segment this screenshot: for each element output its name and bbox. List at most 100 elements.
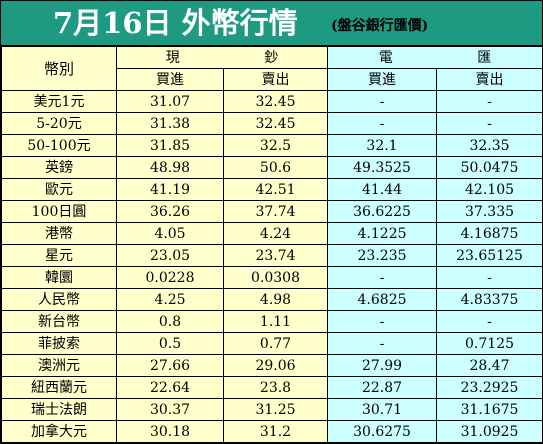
wire-buy-cell: 36.6225	[327, 200, 438, 223]
table-row: 歐元 41.19 42.51 41.44 42.105	[1, 178, 543, 201]
page-title: 7月16日 外幣行情	[53, 6, 298, 40]
table-row: 5-20元 31.38 32.45- -	[1, 112, 543, 135]
cash-buy-cell: 48.98	[116, 156, 224, 179]
cash-sell-cell: 29.06	[222, 354, 329, 377]
wire-sell-cell: 0.7125	[436, 332, 543, 355]
wire-buy-cell: 32.1	[327, 134, 438, 157]
cash-sell-cell: 23.8	[222, 376, 329, 399]
wire-buy-cell: 27.99	[327, 354, 438, 377]
cash-buy-cell: 31.07	[116, 90, 224, 113]
cash-sell-cell: 0.77	[222, 332, 329, 355]
table-row: 50-100元 31.85 32.5 32.1 32.35	[1, 134, 543, 157]
table-row: 韓圜 0.0228 0.0308- -	[1, 266, 543, 289]
cash-sell-cell: 31.25	[222, 398, 329, 421]
table-row: 美元1元 31.07 32.45- -	[1, 90, 543, 113]
table-row: 星元 23.05 23.74 23.235 23.65125	[1, 244, 543, 267]
wire-sell-cell: 42.105	[436, 178, 543, 201]
table-row: 紐西蘭元 22.64 23.8 22.87 23.2925	[1, 376, 543, 399]
wire-buy-cell: 4.1225	[327, 222, 438, 245]
currency-cell: 澳洲元	[1, 354, 117, 377]
currency-cell: 歐元	[1, 178, 117, 201]
wire-sell-cell: -	[436, 310, 543, 333]
table-header: 幣別 現 鈔 電 匯 買進 賣出 買進 賣出	[1, 46, 543, 91]
cash-buy-cell: 0.5	[116, 332, 224, 355]
column-header-wire-sell: 賣出	[436, 68, 543, 91]
cash-buy-cell: 27.66	[116, 354, 224, 377]
column-group-cash: 現 鈔	[115, 46, 329, 69]
wire-buy-cell: -	[327, 266, 438, 289]
table-row: 100日圓 36.26 37.74 36.6225 37.335	[1, 200, 543, 223]
currency-cell: 菲披索	[1, 332, 117, 355]
table-row: 人民幣 4.25 4.98 4.6825 4.83375	[1, 288, 543, 311]
cash-buy-cell: 30.18	[116, 420, 224, 443]
column-header-cash-buy: 買進	[116, 68, 224, 91]
wire-sell-cell: 31.0925	[436, 420, 543, 443]
wire-buy-cell: -	[327, 310, 438, 333]
currency-cell: 英鎊	[1, 156, 117, 179]
cash-sell-cell: 42.51	[222, 178, 329, 201]
table-row: 加拿大元 30.18 31.2 30.6275 31.0925	[1, 420, 543, 443]
table-row: 英鎊 48.98 50.6 49.3525 50.0475	[1, 156, 543, 179]
cash-buy-cell: 30.37	[116, 398, 224, 421]
cash-sell-cell: 31.2	[222, 420, 329, 443]
cash-buy-cell: 36.26	[116, 200, 224, 223]
table-body: 美元1元 31.07 32.45- -5-20元 31.38 32.45- -50-100元…	[1, 90, 543, 443]
cash-sell-cell: 32.45	[222, 112, 329, 135]
column-group-wire: 電 匯	[327, 46, 543, 69]
currency-cell: 人民幣	[1, 288, 117, 311]
wire-sell-cell: 28.47	[436, 354, 543, 377]
table-row: 菲披索 0.5 0.77-0.7125	[1, 332, 543, 355]
wire-buy-cell: -	[327, 112, 438, 135]
wire-buy-cell: 23.235	[327, 244, 438, 267]
currency-cell: 新台幣	[1, 310, 117, 333]
wire-sell-cell: 31.1675	[436, 398, 543, 421]
wire-sell-cell: -	[436, 90, 543, 113]
cash-buy-cell: 31.38	[116, 112, 224, 135]
wire-buy-cell: 22.87	[327, 376, 438, 399]
wire-sell-cell: -	[436, 112, 543, 135]
cash-buy-cell: 4.05	[116, 222, 224, 245]
wire-buy-cell: 30.71	[327, 398, 438, 421]
header-row-sub: 買進 賣出 買進 賣出	[2, 68, 543, 91]
cash-sell-cell: 23.74	[222, 244, 329, 267]
rates-table: 幣別 現 鈔 電 匯 買進 賣出 買進 賣出 美元1元 31.07 32.45- -5…	[1, 46, 543, 443]
wire-sell-cell: 4.16875	[436, 222, 543, 245]
cash-buy-cell: 4.25	[116, 288, 224, 311]
cash-buy-cell: 41.19	[116, 178, 224, 201]
wire-sell-cell: -	[436, 266, 543, 289]
rate-source: (盤谷銀行匯價)	[331, 18, 429, 34]
cash-buy-cell: 31.85	[116, 134, 224, 157]
table-row: 新台幣 0.8 1.11- -	[1, 310, 543, 333]
currency-cell: 100日圓	[1, 200, 117, 223]
cash-sell-cell: 1.11	[222, 310, 329, 333]
wire-sell-cell: 23.2925	[436, 376, 543, 399]
table-row: 港幣 4.05 4.24 4.1225 4.16875	[1, 222, 543, 245]
cash-sell-cell: 4.98	[222, 288, 329, 311]
currency-cell: 加拿大元	[1, 420, 117, 443]
cash-buy-cell: 0.0228	[116, 266, 224, 289]
currency-cell: 美元1元	[1, 90, 117, 113]
header-row-groups: 幣別 現 鈔 電 匯	[1, 46, 543, 91]
wire-sell-cell: 23.65125	[436, 244, 543, 267]
cash-sell-cell: 32.5	[222, 134, 329, 157]
column-header-currency: 幣別	[1, 46, 117, 91]
cash-buy-cell: 22.64	[116, 376, 224, 399]
wire-buy-cell: -	[327, 332, 438, 355]
cash-sell-cell: 32.45	[222, 90, 329, 113]
wire-sell-cell: 32.35	[436, 134, 543, 157]
table-row: 瑞士法朗 30.37 31.25 30.71 31.1675	[1, 398, 543, 421]
wire-buy-cell: 30.6275	[327, 420, 438, 443]
wire-sell-cell: 37.335	[436, 200, 543, 223]
wire-sell-cell: 4.83375	[436, 288, 543, 311]
cash-buy-cell: 23.05	[116, 244, 224, 267]
cash-sell-cell: 0.0308	[222, 266, 329, 289]
cash-buy-cell: 0.8	[116, 310, 224, 333]
currency-cell: 瑞士法朗	[1, 398, 117, 421]
currency-cell: 50-100元	[1, 134, 117, 157]
title-bar: 7月16日 外幣行情 (盤谷銀行匯價)	[1, 1, 542, 46]
currency-cell: 星元	[1, 244, 117, 267]
column-header-cash-sell: 賣出	[222, 68, 329, 91]
wire-buy-cell: 49.3525	[327, 156, 438, 179]
cash-sell-cell: 50.6	[222, 156, 329, 179]
